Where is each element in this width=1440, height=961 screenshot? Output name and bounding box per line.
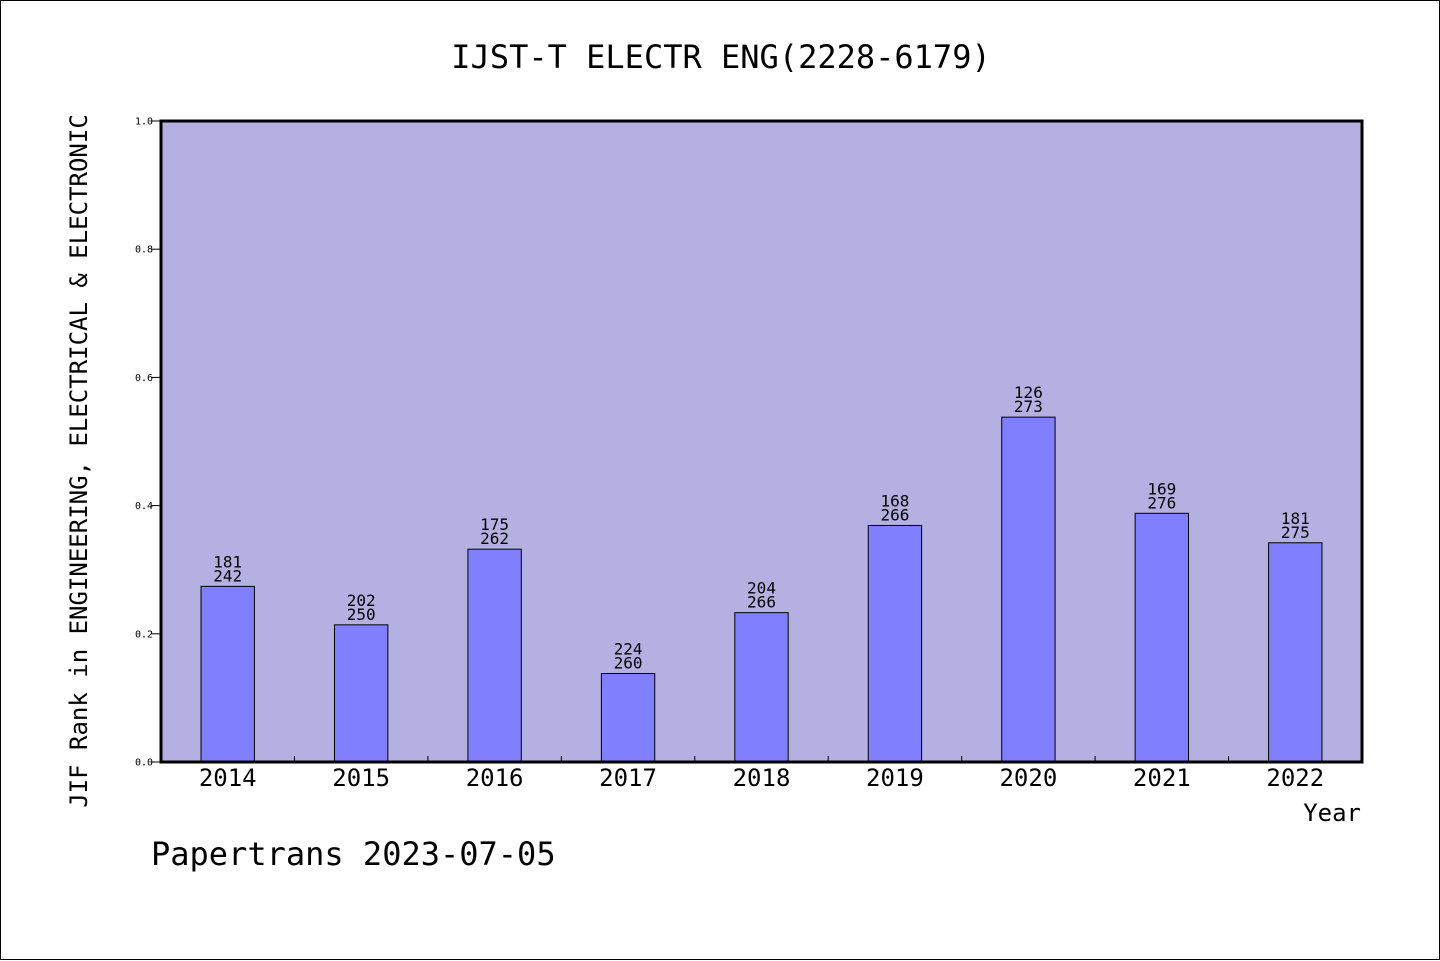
y-tick-label: 0.6 [135,373,153,384]
bar-total-label: 242 [213,566,242,585]
x-axis-ticks: 2014 2015 2016 2017 2018 2019 2020 2021 2022 [199,756,1324,792]
y-tick-label: 0.0 [135,758,153,769]
bar [1001,416,1056,763]
x-tick-label: 2014 [199,764,257,792]
bar-rank-label: 126 [1014,383,1043,402]
bar [600,673,656,763]
bar-rank-label: 168 [880,491,909,510]
bar [200,585,255,763]
bar-total-label: 262 [480,529,509,548]
bar-rank-label: 181 [213,552,242,571]
x-tick-label: 2019 [866,764,924,792]
y-tick-label: 1.0 [135,117,153,128]
footer-credit: Papertrans 2023-07-05 [151,835,556,873]
bar-rank-label: 181 [1281,509,1310,528]
x-tick-label: 2021 [1133,764,1191,792]
bar-total-label: 260 [614,654,643,673]
x-tick-label: 2020 [999,764,1057,792]
bar [1134,512,1190,763]
x-tick-label: 2016 [466,764,524,792]
plot-border [159,119,1364,764]
x-tick-label: 2017 [599,764,657,792]
bar-rank-label: 169 [1147,479,1176,498]
y-axis-label: JIF Rank in ENGINEERING, ELECTRICAL & EL… [65,114,93,808]
x-tick-label: 2018 [733,764,791,792]
bar [333,624,389,763]
bar-total-label: 276 [1147,493,1176,512]
y-tick-label: 0.8 [135,245,153,256]
bar-rank-label: 204 [747,579,776,598]
x-tick-label: 2022 [1266,764,1324,792]
bar-total-label: 266 [880,505,909,524]
y-axis-ticks: 0.0 0.2 0.4 0.6 0.8 1.0 [135,117,161,769]
bar [1268,542,1323,763]
bar [467,548,522,763]
bar [734,612,789,763]
bar-total-label: 273 [1014,397,1043,416]
bar-total-label: 275 [1281,523,1310,542]
x-axis-label: Year [1303,799,1361,827]
bar-total-label: 250 [347,605,376,624]
bar [867,524,923,763]
bars: 1812422022501752622242602042661682661262… [200,383,1323,763]
bar-total-label: 266 [747,593,776,612]
x-tick-label: 2015 [332,764,390,792]
y-tick-label: 0.2 [135,629,153,640]
bar-rank-label: 202 [347,591,376,610]
bar-rank-label: 175 [480,515,509,534]
chart-title: IJST-T ELECTR ENG(2228-6179) [451,38,990,76]
y-tick-label: 0.4 [135,501,153,512]
bar-rank-label: 224 [614,640,643,659]
